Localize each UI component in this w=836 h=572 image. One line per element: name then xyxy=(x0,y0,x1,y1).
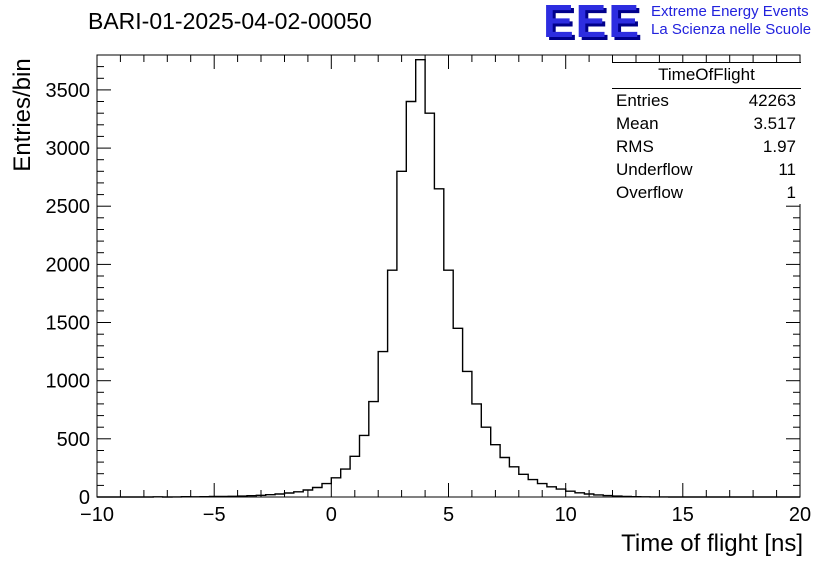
stats-label: RMS xyxy=(616,137,654,156)
stats-row-entries: Entries 42263 xyxy=(612,89,801,112)
eee-logo: EEE Extreme Energy Events La Scienza nel… xyxy=(543,0,811,47)
x-tick-label: 15 xyxy=(672,504,694,526)
stats-row-overflow: Overflow 1 xyxy=(612,181,801,204)
y-tick-label: 3500 xyxy=(46,80,91,102)
stats-value: 11 xyxy=(778,160,796,179)
y-tick-label: 1000 xyxy=(46,371,91,393)
histogram-line xyxy=(97,59,800,498)
x-tick-label: 0 xyxy=(326,504,337,526)
stats-value: 1.97 xyxy=(762,137,796,156)
stats-label: Underflow xyxy=(616,160,693,179)
stats-row-rms: RMS 1.97 xyxy=(612,135,801,158)
eee-logo-line2: La Scienza nelle Scuole xyxy=(651,21,812,38)
y-tick-label: 2000 xyxy=(46,254,91,276)
stats-value: 3.517 xyxy=(753,114,796,133)
eee-logo-line1: Extreme Energy Events xyxy=(651,3,809,20)
stats-label: Entries xyxy=(616,91,669,110)
chart-title: BARI-01-2025-04-02-00050 xyxy=(88,8,372,34)
x-tick-label: 20 xyxy=(789,504,811,526)
x-axis-title: Time of flight [ns] xyxy=(621,530,803,557)
y-tick-label: 500 xyxy=(57,429,90,451)
stats-box-header: TimeOfFlight xyxy=(612,63,801,89)
y-tick-label: 2500 xyxy=(46,196,91,218)
x-tick-label: −5 xyxy=(203,504,226,526)
stats-row-mean: Mean 3.517 xyxy=(612,112,801,135)
y-tick-label: 1500 xyxy=(46,313,91,335)
stats-value: 1 xyxy=(786,183,796,202)
eee-logo-text: Extreme Energy Events La Scienza nelle S… xyxy=(651,0,811,39)
stats-row-underflow: Underflow 11 xyxy=(612,158,801,181)
y-axis-title: Entries/bin xyxy=(9,58,36,171)
y-tick-label: 3000 xyxy=(46,138,91,160)
y-tick-label: 0 xyxy=(79,487,90,509)
stats-value: 42263 xyxy=(748,91,796,110)
x-tick-label: 10 xyxy=(555,504,577,526)
eee-logo-acronym: EEE xyxy=(543,0,642,47)
stats-label: Overflow xyxy=(616,183,684,202)
x-tick-label: −10 xyxy=(80,504,114,526)
stats-label: Mean xyxy=(616,114,659,133)
x-tick-label: 5 xyxy=(443,504,454,526)
stats-box: TimeOfFlight Entries 42263 Mean 3.517 RM… xyxy=(612,62,801,204)
